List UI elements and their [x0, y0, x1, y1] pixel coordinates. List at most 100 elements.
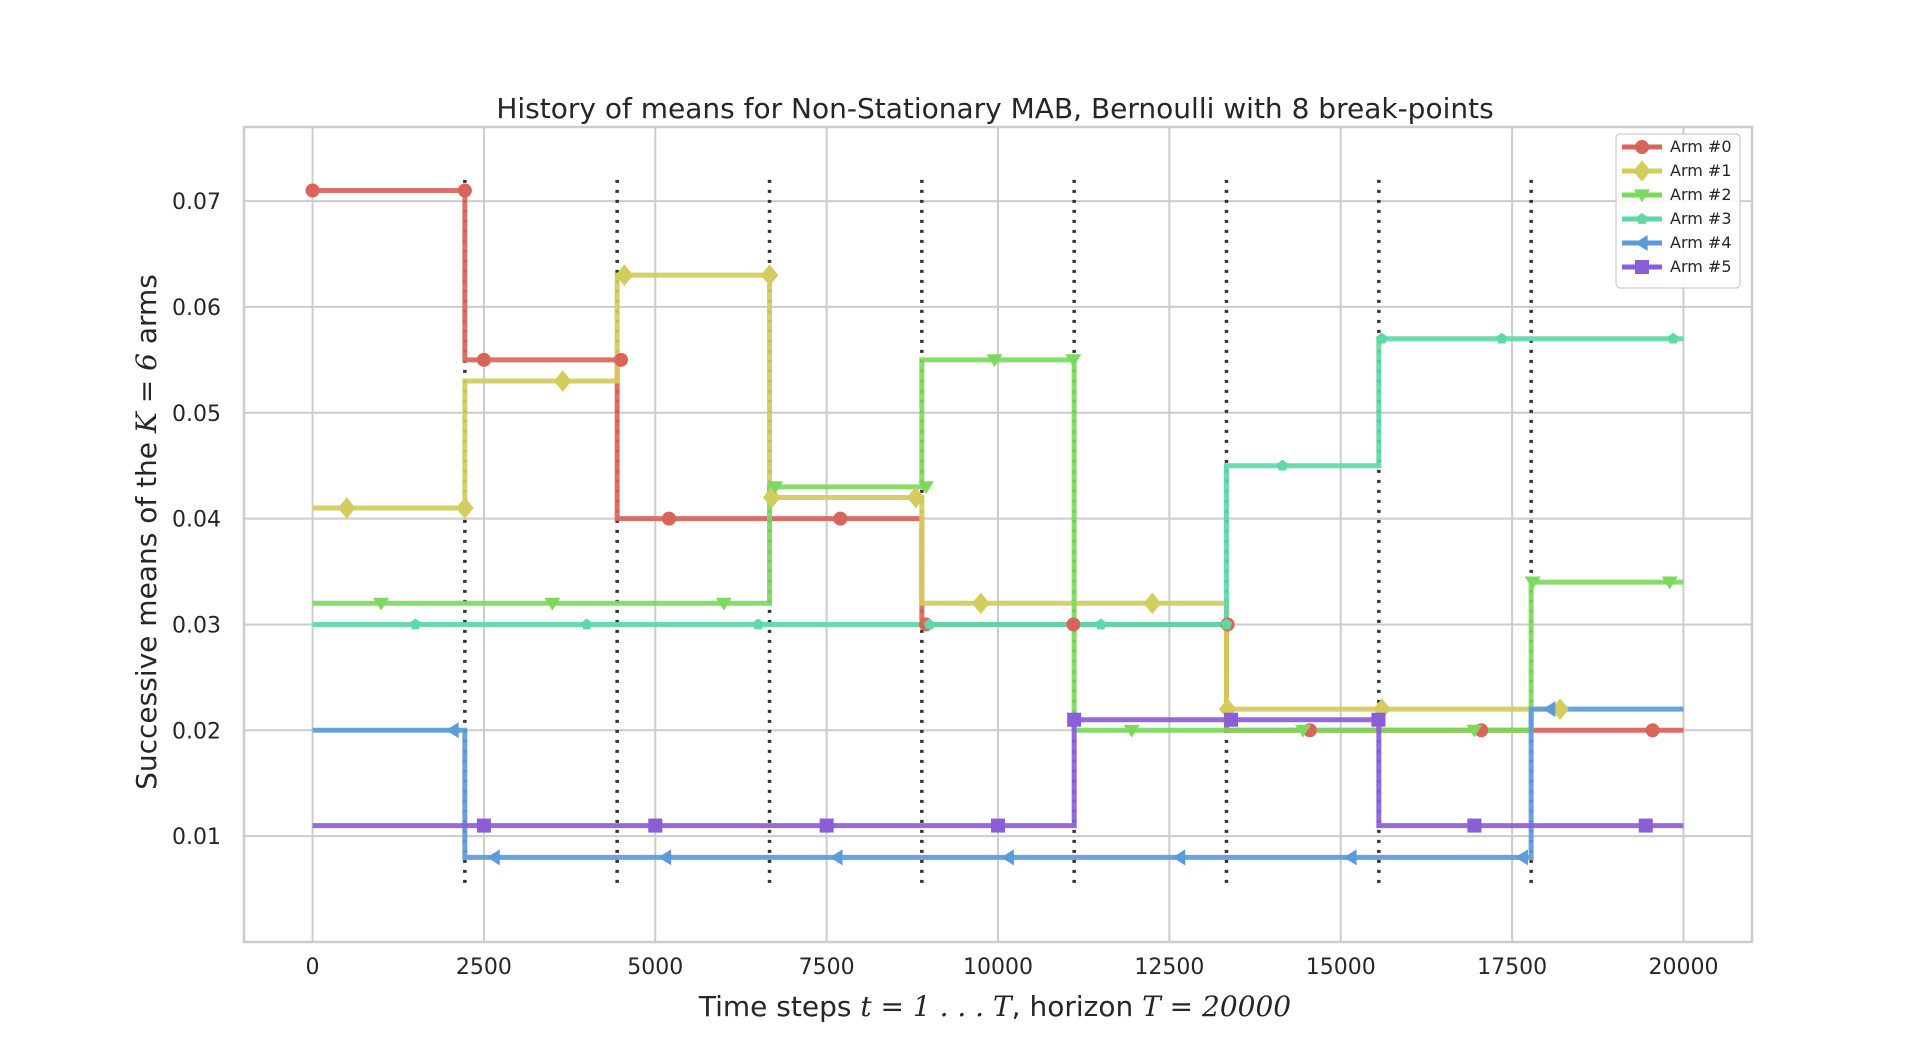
legend-swatch-marker	[1636, 213, 1648, 224]
marker-arm-4	[829, 849, 843, 866]
legend-item-arm-5: Arm #5	[1622, 257, 1732, 276]
marker-arm-5	[991, 818, 1005, 833]
marker-arm-2	[918, 481, 935, 495]
y-axis-label-math: K = 6	[130, 353, 163, 434]
marker-arm-2	[986, 354, 1003, 368]
legend-label: Arm #1	[1670, 161, 1732, 180]
y-axis-label-prefix: Successive means of the	[130, 433, 163, 790]
marker-arm-2	[544, 597, 561, 611]
marker-arm-3	[1667, 332, 1679, 344]
legend-item-arm-2: Arm #2	[1622, 185, 1732, 204]
legend-swatch-marker	[1635, 260, 1649, 274]
x-tick-label: 7500	[799, 955, 855, 980]
marker-arm-0	[1645, 723, 1660, 738]
marker-arm-2	[1123, 724, 1140, 738]
x-tick-label: 2500	[456, 955, 512, 980]
marker-arm-4	[1542, 701, 1556, 718]
y-axis-label: Successive means of the K = 6 arms	[130, 274, 163, 790]
marker-arm-4	[658, 849, 672, 866]
marker-arm-5	[1371, 712, 1386, 727]
legend-label: Arm #3	[1670, 209, 1732, 228]
y-tick-label: 0.07	[172, 190, 221, 215]
marker-arm-5	[1467, 818, 1482, 833]
marker-arm-1	[338, 497, 356, 519]
x-tick-label: 17500	[1477, 955, 1547, 980]
chart-title: History of means for Non-Stationary MAB,…	[496, 92, 1493, 125]
marker-arm-1	[972, 592, 990, 615]
legend-swatch-marker	[1635, 140, 1649, 154]
marker-arm-5	[1067, 712, 1082, 727]
legend-label: Arm #4	[1670, 233, 1732, 252]
y-tick-label: 0.02	[172, 719, 221, 744]
marker-arm-3	[581, 618, 593, 630]
marker-arm-0	[1066, 617, 1081, 632]
plot-frame	[242, 125, 1754, 944]
marker-arm-3	[1376, 332, 1388, 344]
x-axis-label-math1: t = 1 . . . T	[860, 990, 1014, 1023]
marker-arm-0	[661, 511, 676, 526]
x-tick-label: 15000	[1306, 955, 1376, 980]
y-tick-label: 0.04	[172, 508, 221, 533]
legend-label: Arm #5	[1670, 257, 1732, 276]
marker-arm-2	[715, 597, 732, 611]
marker-arm-2	[1661, 576, 1678, 590]
marker-arm-2	[767, 481, 784, 495]
legend-swatch-marker	[1633, 160, 1651, 182]
marker-arm-4	[1515, 849, 1528, 866]
legend-item-arm-0: Arm #0	[1622, 137, 1732, 156]
y-tick-label: 0.06	[172, 296, 221, 321]
legend-swatch-marker	[1634, 235, 1648, 251]
marker-arm-2	[1466, 724, 1483, 738]
y-axis-label-suffix: arms	[130, 274, 163, 353]
marker-arm-1	[1551, 698, 1569, 720]
legend-label: Arm #0	[1670, 137, 1732, 156]
marker-arm-3	[923, 618, 936, 630]
marker-arm-3	[1220, 618, 1233, 630]
legend-item-arm-3: Arm #3	[1622, 209, 1732, 228]
marker-arm-3	[1095, 618, 1107, 630]
marker-arm-3	[1496, 332, 1508, 344]
y-tick-label: 0.05	[172, 402, 221, 427]
x-tick-label: 0	[306, 955, 320, 980]
y-tick-label: 0.03	[172, 613, 221, 638]
x-axis-label-math2: T = 20000	[1142, 990, 1291, 1023]
x-tick-label: 12500	[1134, 955, 1204, 980]
marker-arm-0	[614, 352, 628, 367]
marker-arm-1	[760, 264, 779, 286]
legend-swatch-marker	[1634, 189, 1650, 203]
x-axis-label: Time steps t = 1 . . . T, horizon T = 20…	[698, 990, 1291, 1023]
legend-item-arm-1: Arm #1	[1622, 160, 1732, 182]
x-tick-label: 20000	[1648, 955, 1718, 980]
marker-arm-2	[373, 597, 390, 611]
marker-arm-3	[752, 618, 764, 630]
legend-label: Arm #2	[1670, 185, 1732, 204]
marker-arm-1	[553, 370, 572, 392]
x-tick-label: 10000	[963, 955, 1033, 980]
marker-arm-3	[1276, 459, 1289, 471]
marker-arm-4	[1343, 849, 1357, 866]
marker-arm-3	[409, 618, 422, 630]
marker-arm-5	[648, 818, 663, 833]
y-tick-label: 0.01	[172, 825, 221, 850]
marker-arm-5	[1224, 712, 1239, 727]
marker-arm-0	[476, 352, 491, 367]
legend: Arm #0 Arm #1 Arm #2 Arm #3 Arm #4 Arm #5	[1615, 133, 1741, 289]
series-markers	[305, 183, 1679, 866]
marker-arm-4	[1001, 849, 1014, 866]
marker-arm-1	[615, 264, 634, 286]
marker-arm-1	[1143, 592, 1162, 615]
marker-arm-4	[445, 722, 459, 739]
marker-arm-4	[1172, 849, 1186, 866]
marker-arm-5	[476, 818, 491, 833]
marker-arm-0	[457, 183, 472, 198]
x-axis-label-prefix: Time steps	[698, 990, 860, 1023]
legend-item-arm-4: Arm #4	[1622, 233, 1732, 252]
marker-arm-2	[1295, 724, 1312, 738]
x-axis-label-middle: , horizon	[1012, 990, 1142, 1023]
marker-arm-1	[456, 497, 474, 519]
x-tick-label: 5000	[627, 955, 683, 980]
x-tick-labels: 0 2500 5000 7500 10000 12500 15000 17500 20000	[306, 955, 1719, 980]
marker-arm-2	[1065, 354, 1082, 368]
